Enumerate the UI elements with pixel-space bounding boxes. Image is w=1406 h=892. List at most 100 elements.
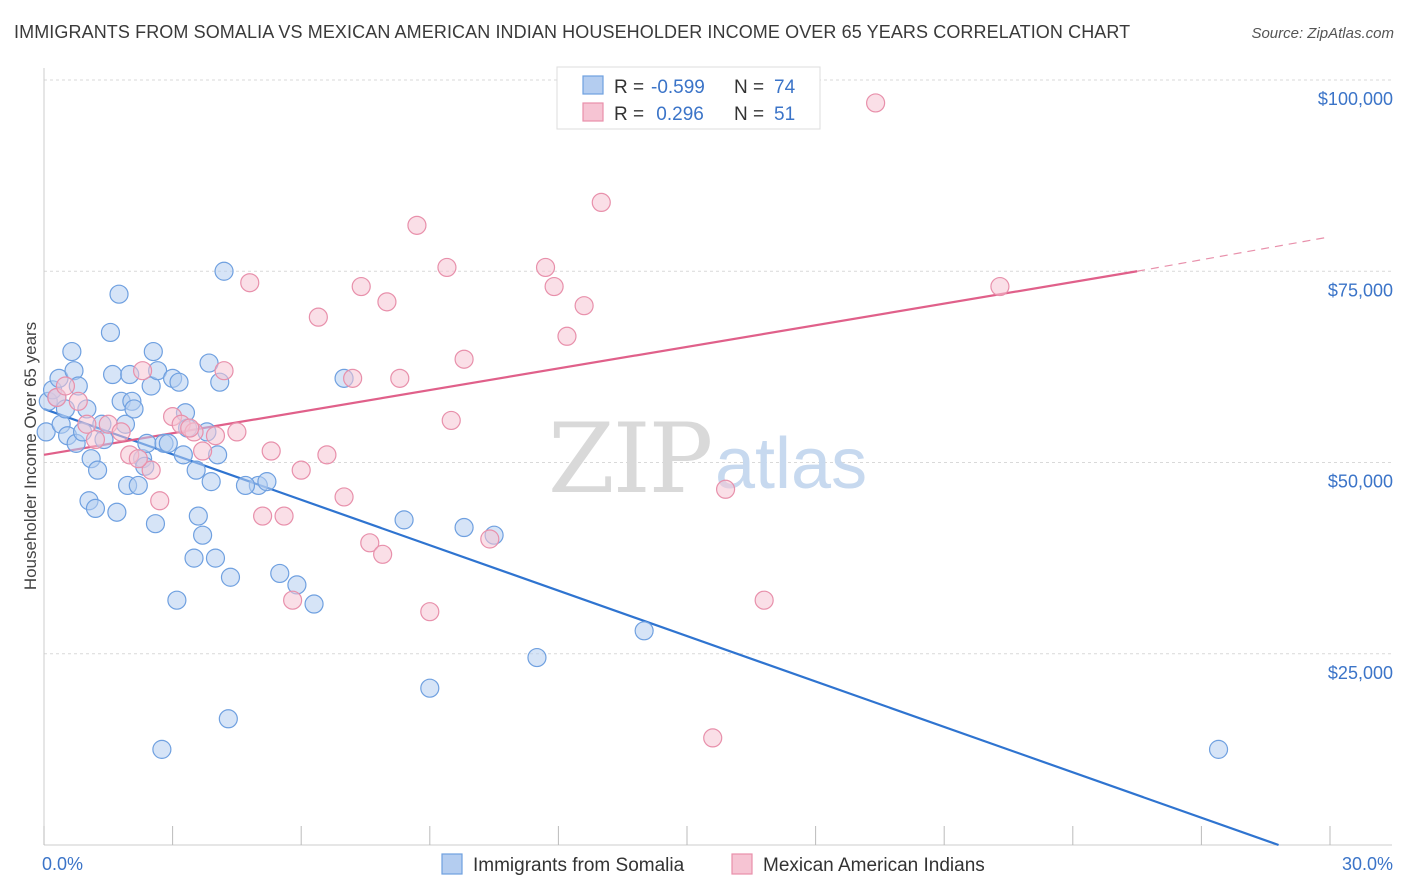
point-somalia (102, 364, 123, 385)
point-mexican-american-indians (180, 418, 200, 438)
y-tick-label: $25,000 (1328, 663, 1393, 683)
point-somalia (1208, 739, 1229, 759)
point-somalia (167, 590, 187, 610)
point-somalia (205, 548, 226, 568)
point-somalia (634, 621, 654, 641)
point-somalia (143, 341, 163, 362)
point-mexican-american-indians (990, 276, 1010, 297)
point-mexican-american-indians (77, 414, 97, 434)
point-mexican-american-indians (141, 460, 161, 480)
point-somalia (152, 739, 172, 759)
trend-lines (43, 236, 1331, 847)
y-axis-label: Householder Income Over 65 years (21, 322, 40, 590)
point-somalia (235, 475, 256, 496)
point-mexican-american-indians (377, 292, 397, 312)
trend-line-mexican-american-indians (43, 270, 1138, 456)
trend-line-extension-mexican-american-indians (1136, 236, 1331, 272)
point-mexican-american-indians (420, 602, 440, 622)
point-somalia (193, 525, 213, 545)
point-somalia (394, 510, 414, 530)
legend-r-value-2: 0.296 (651, 104, 704, 125)
point-mexican-american-indians (574, 296, 594, 316)
point-mexican-american-indians (343, 368, 363, 388)
legend-swatch-somalia (582, 75, 604, 95)
point-mexican-american-indians (308, 307, 328, 327)
point-mexican-american-indians (128, 449, 148, 469)
y-tick-label: $100,000 (1318, 89, 1393, 109)
point-somalia (62, 341, 82, 362)
point-somalia (527, 647, 547, 668)
point-mexican-american-indians (334, 487, 354, 507)
bottom-legend-label-somalia: Immigrants from Somalia (473, 855, 685, 876)
point-mexican-american-indians (253, 506, 273, 526)
point-mexican-american-indians (227, 422, 247, 442)
point-mexican-american-indians (390, 368, 410, 388)
point-mexican-american-indians (261, 441, 281, 461)
legend-swatch-mexican-american-indians (582, 102, 604, 122)
point-somalia (158, 433, 178, 453)
point-mexican-american-indians (240, 273, 260, 293)
point-mexican-american-indians (274, 506, 294, 526)
legend-box: R = -0.599 N = 74 R = 0.296 N = 51 (556, 66, 821, 130)
point-mexican-american-indians (480, 529, 500, 549)
chart-source: Source: ZipAtlas.com (1251, 25, 1394, 42)
point-somalia (145, 514, 166, 534)
point-mexican-american-indians (55, 376, 76, 396)
point-somalia (454, 517, 474, 538)
point-mexican-american-indians (441, 410, 461, 431)
point-mexican-american-indians (351, 276, 371, 297)
point-mexican-american-indians (535, 257, 556, 278)
point-mexican-american-indians (544, 276, 564, 297)
legend-n-label-2: N = (734, 104, 764, 125)
point-mexican-american-indians (317, 445, 337, 465)
point-mexican-american-indians (591, 192, 611, 212)
watermark-zip: ZIP (548, 403, 711, 515)
point-somalia (218, 709, 238, 729)
point-somalia (184, 548, 204, 568)
point-somalia (270, 563, 290, 584)
point-mexican-american-indians (754, 590, 774, 610)
point-mexican-american-indians (703, 728, 723, 748)
point-somalia (220, 567, 241, 587)
point-somalia (107, 502, 127, 522)
bottom-legend-swatch-mexican-american-indians (731, 853, 753, 875)
x-tick-label-start: 0.0% (42, 854, 83, 874)
point-mexican-american-indians (407, 215, 427, 235)
point-somalia (169, 372, 189, 392)
point-somalia (128, 475, 148, 496)
grid-lines (44, 79, 1392, 655)
point-somalia (201, 472, 221, 492)
point-mexican-american-indians (715, 479, 736, 499)
data-points (36, 93, 1229, 759)
bottom-legend: Immigrants from Somalia Mexican American… (441, 853, 985, 876)
bottom-legend-label-mexican-american-indians: Mexican American Indians (763, 855, 985, 876)
point-mexican-american-indians (193, 441, 213, 461)
point-mexican-american-indians (454, 349, 474, 369)
point-mexican-american-indians (214, 361, 234, 381)
point-somalia (214, 261, 234, 281)
point-mexican-american-indians (283, 590, 303, 610)
point-somalia (100, 322, 121, 343)
point-mexican-american-indians (360, 533, 380, 553)
point-mexican-american-indians (85, 429, 106, 450)
legend-n-value-1: 74 (774, 77, 796, 98)
point-somalia (186, 460, 206, 480)
legend-r-value-1: -0.599 (651, 77, 705, 98)
point-somalia (420, 678, 440, 698)
point-mexican-american-indians (132, 361, 153, 381)
point-mexican-american-indians (205, 426, 226, 446)
point-somalia (173, 445, 193, 465)
point-somalia (199, 353, 219, 373)
point-somalia (304, 594, 324, 614)
y-tick-label: $75,000 (1328, 280, 1393, 300)
x-tick-label-end: 30.0% (1342, 854, 1393, 874)
point-somalia (85, 498, 106, 518)
point-somalia (257, 472, 277, 492)
bottom-legend-swatch-somalia (441, 853, 463, 875)
y-tick-label: $50,000 (1328, 472, 1393, 492)
point-mexican-american-indians (557, 326, 577, 346)
legend-r-label-1: R = (614, 77, 644, 98)
point-somalia (87, 460, 108, 480)
legend-n-label-1: N = (734, 77, 764, 98)
